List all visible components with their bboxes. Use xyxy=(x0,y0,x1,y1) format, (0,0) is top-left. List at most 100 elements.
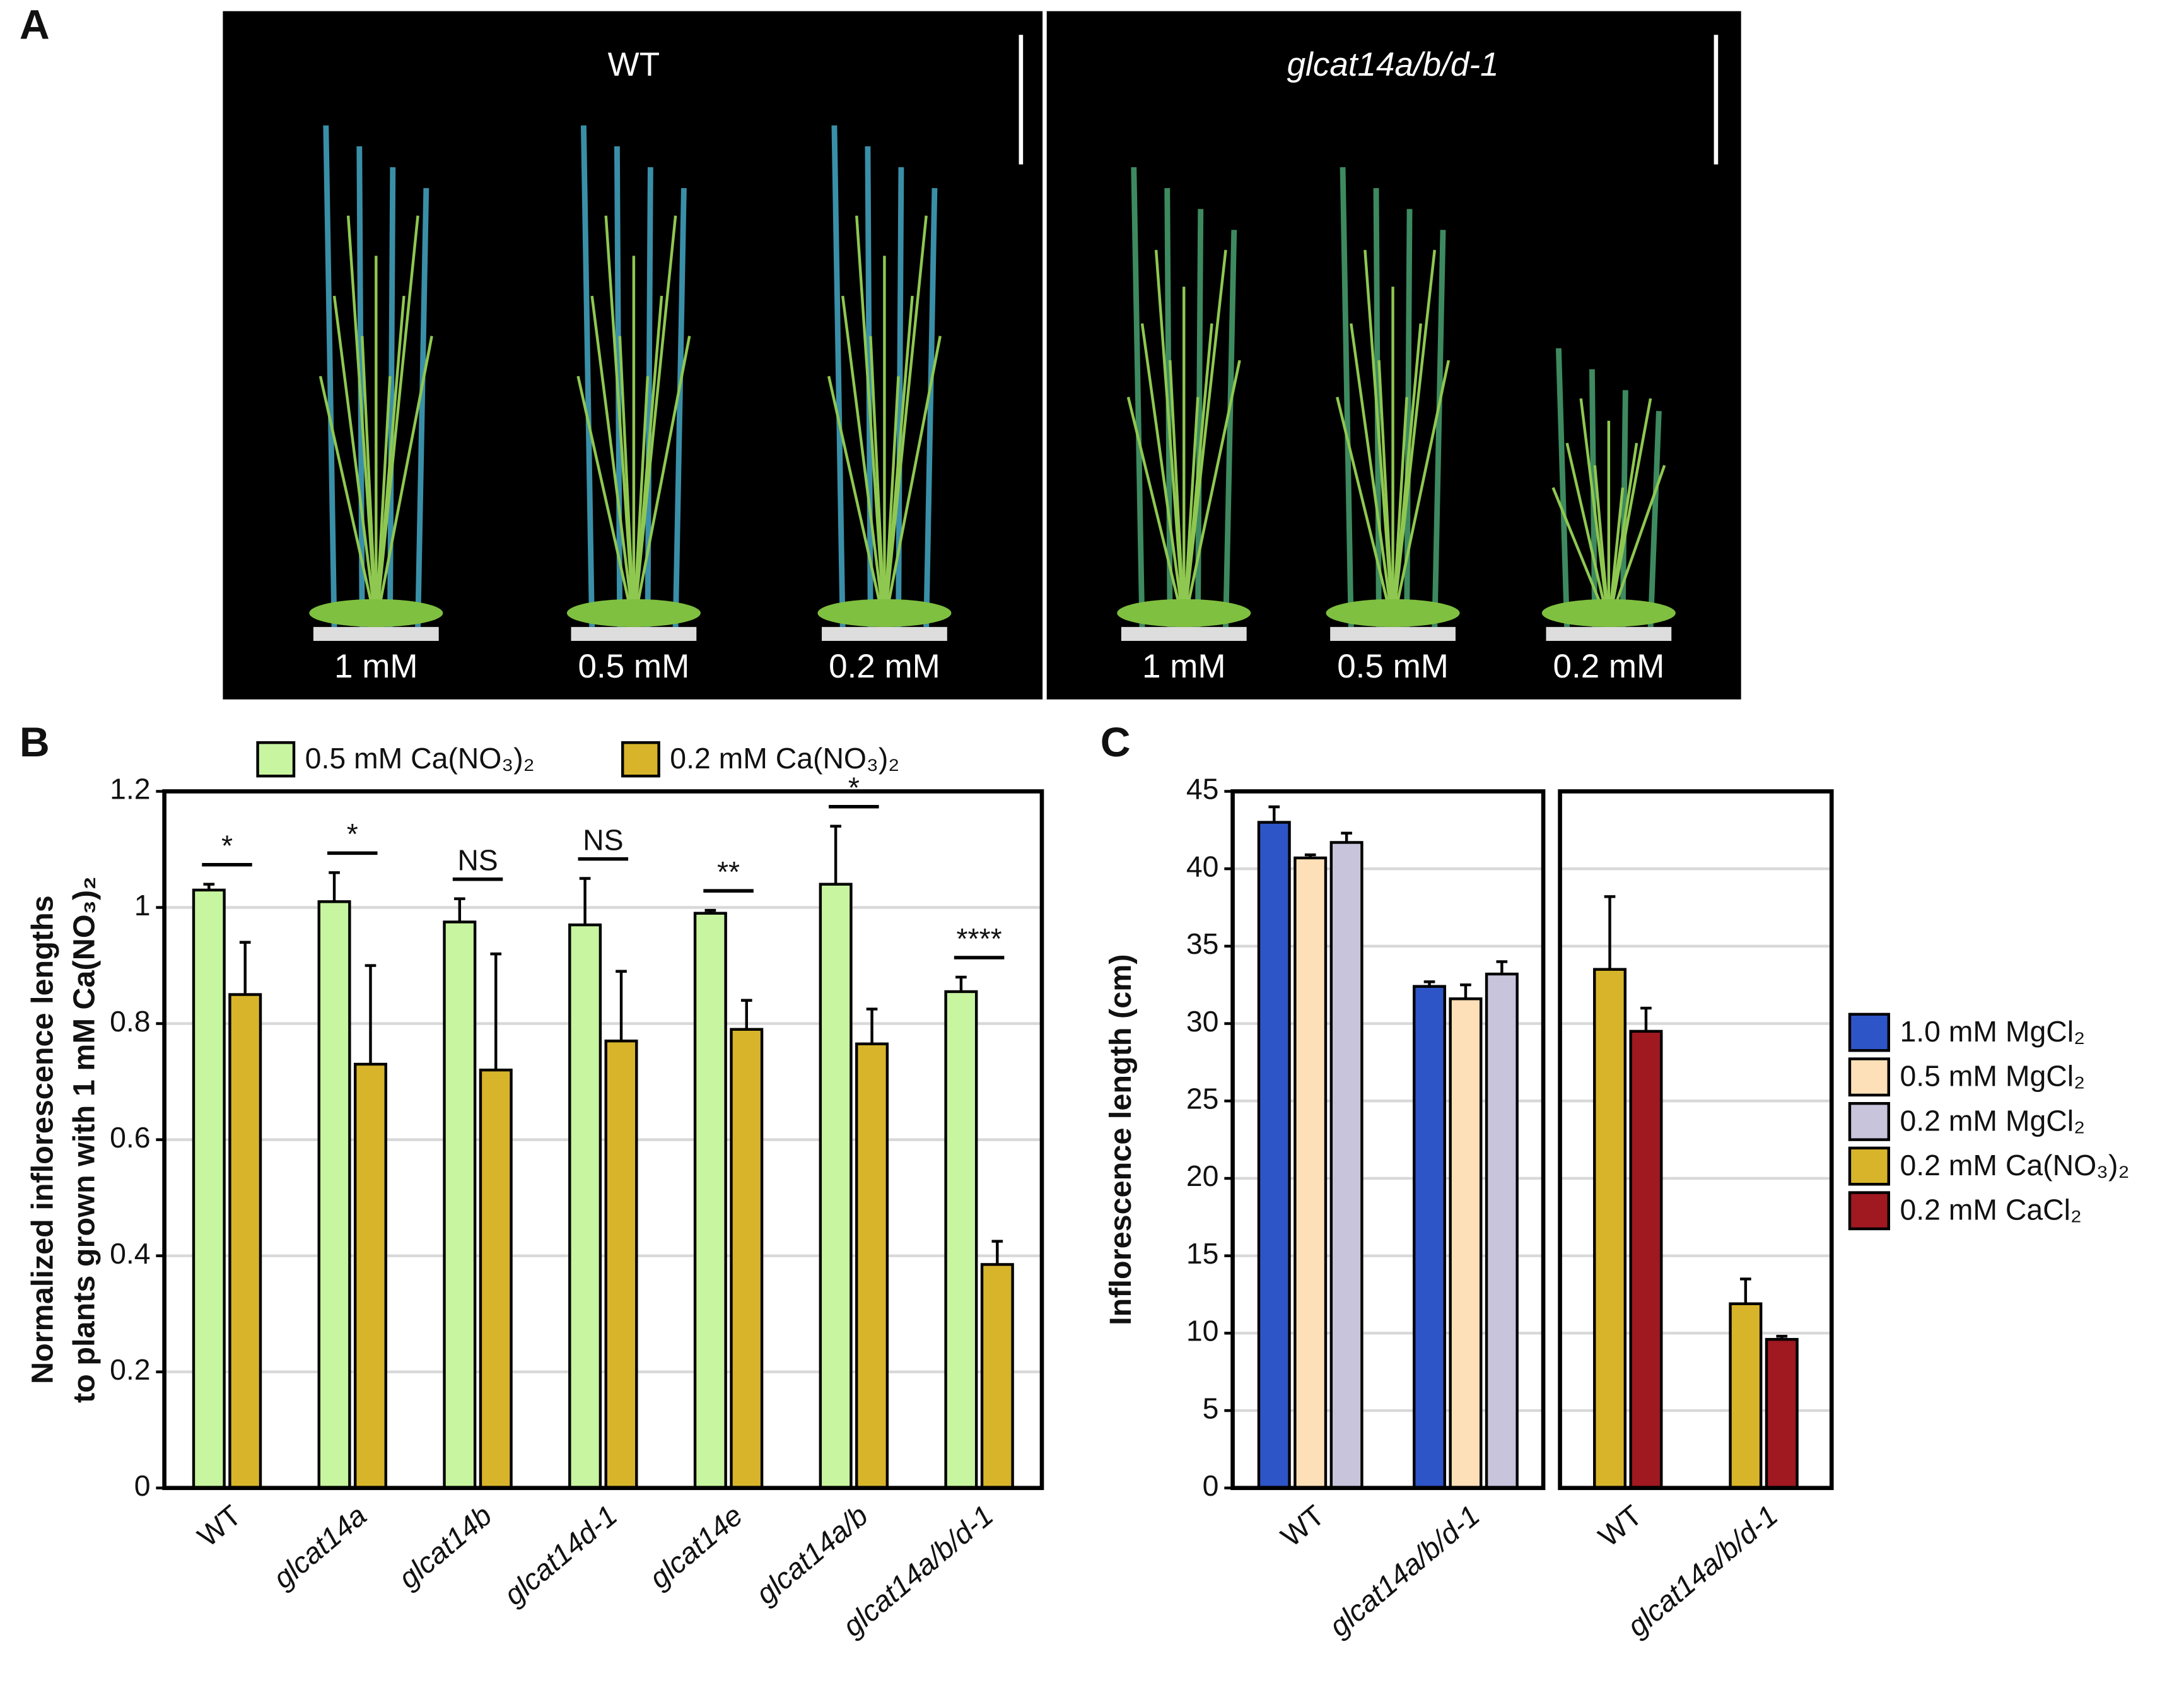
stake xyxy=(1223,230,1237,627)
stem xyxy=(1336,396,1394,625)
pot xyxy=(1546,626,1672,641)
bar xyxy=(1485,972,1519,1489)
y-tick-label: 1.2 xyxy=(110,773,150,806)
stake xyxy=(1555,348,1570,627)
y-tick-label: 0.4 xyxy=(110,1237,150,1270)
bar xyxy=(1765,1337,1799,1489)
stem xyxy=(1593,465,1611,625)
stake xyxy=(923,188,938,627)
bar xyxy=(353,1062,387,1489)
stem xyxy=(632,336,691,625)
legend-swatch xyxy=(1848,1191,1890,1231)
legend-swatch xyxy=(1848,1101,1890,1141)
stake xyxy=(1647,411,1662,628)
stake xyxy=(645,167,653,627)
stake xyxy=(1620,390,1628,627)
y-axis-label: Inflorescence length (cm) xyxy=(1104,954,1138,1325)
bar xyxy=(730,1028,764,1489)
x-tick-label: glcat14d-1 xyxy=(498,1499,623,1612)
stem xyxy=(1350,323,1394,625)
stem xyxy=(1377,360,1394,625)
y-tick-label: 5 xyxy=(1203,1392,1219,1424)
bar xyxy=(980,1263,1014,1489)
bar xyxy=(855,1042,889,1489)
rosette xyxy=(566,599,701,627)
photo-panel: WT glcat14a/b/d-1 xyxy=(223,11,1741,700)
legend-label: 0.2 mM Ca(NO₃)₂ xyxy=(670,742,899,775)
legend-label: 0.5 mM MgCl₂ xyxy=(1900,1060,2085,1093)
legend-label: 0.2 mM CaCl₂ xyxy=(1900,1194,2081,1226)
stem xyxy=(375,336,433,625)
panel-label: B xyxy=(20,719,50,766)
stem xyxy=(1168,360,1186,625)
bar xyxy=(1293,856,1328,1489)
y-tick-label: 0 xyxy=(134,1469,151,1502)
stake xyxy=(896,167,904,627)
y-tick-label: 25 xyxy=(1186,1083,1219,1115)
stem xyxy=(869,336,886,625)
stem xyxy=(1140,323,1186,625)
legend-swatch xyxy=(621,741,660,778)
x-tick-label: WT xyxy=(191,1499,247,1553)
y-tick-label: 0.8 xyxy=(110,1005,150,1038)
significance-label: * xyxy=(221,830,233,862)
pot xyxy=(1330,626,1456,641)
rosette xyxy=(817,599,952,627)
legend-label: 0.2 mM Ca(NO₃)₂ xyxy=(1900,1149,2129,1182)
photo-condition: 0.2 mM xyxy=(829,648,940,685)
y-axis-label: to plants grown with 1 mM Ca(NO₃)₂ xyxy=(67,876,102,1403)
y-tick-label: 30 xyxy=(1186,1005,1219,1038)
y-tick-label: 0.2 xyxy=(110,1353,150,1386)
significance-label: * xyxy=(848,772,860,804)
stake xyxy=(831,125,846,627)
stem xyxy=(318,375,378,625)
bar xyxy=(317,900,351,1489)
stem xyxy=(1391,360,1451,625)
significance-label: NS xyxy=(457,844,498,877)
stem xyxy=(841,295,886,625)
y-tick-label: 15 xyxy=(1186,1237,1219,1270)
photo-group: glcat14a/b/d-1 xyxy=(1287,46,1499,83)
x-tick-label: glcat14b xyxy=(392,1499,498,1595)
significance-label: NS xyxy=(583,823,623,856)
rosette xyxy=(1326,599,1460,627)
stake xyxy=(323,125,337,627)
photo-condition: 1 mM xyxy=(1142,648,1225,685)
y-tick-label: 20 xyxy=(1186,1159,1219,1192)
bar xyxy=(1729,1302,1763,1489)
legend-swatch xyxy=(1848,1057,1890,1097)
legend-swatch xyxy=(256,741,296,778)
photo-condition: 1 mM xyxy=(334,648,418,685)
stem xyxy=(618,336,636,625)
bar xyxy=(228,993,262,1489)
stake xyxy=(1340,167,1354,627)
pot xyxy=(571,626,697,641)
stake xyxy=(580,125,595,627)
x-tick-label: WT xyxy=(1592,1499,1649,1553)
bar xyxy=(1449,997,1483,1489)
bar xyxy=(192,888,226,1489)
stake xyxy=(672,188,687,627)
bar xyxy=(1257,821,1291,1489)
plants xyxy=(309,125,1676,641)
bar xyxy=(479,1068,513,1489)
legend-label: 0.5 mM Ca(NO₃)₂ xyxy=(305,742,535,775)
pot xyxy=(313,626,439,641)
y-tick-label: 45 xyxy=(1186,773,1219,806)
stem xyxy=(1183,249,1227,625)
stem xyxy=(827,375,886,625)
bar xyxy=(819,883,853,1489)
plot-frame xyxy=(1230,789,1546,1491)
stake xyxy=(1131,167,1145,627)
y-tick-label: 0 xyxy=(1203,1469,1219,1502)
y-tick-label: 0.6 xyxy=(110,1121,150,1154)
stake xyxy=(415,188,429,627)
stem xyxy=(883,215,928,625)
stem xyxy=(1607,464,1666,625)
stake xyxy=(387,167,396,627)
panel-label: A xyxy=(20,2,50,49)
y-tick-label: 1 xyxy=(134,889,151,922)
x-tick-label: glcat14a xyxy=(267,1499,373,1595)
stem xyxy=(1126,396,1186,625)
